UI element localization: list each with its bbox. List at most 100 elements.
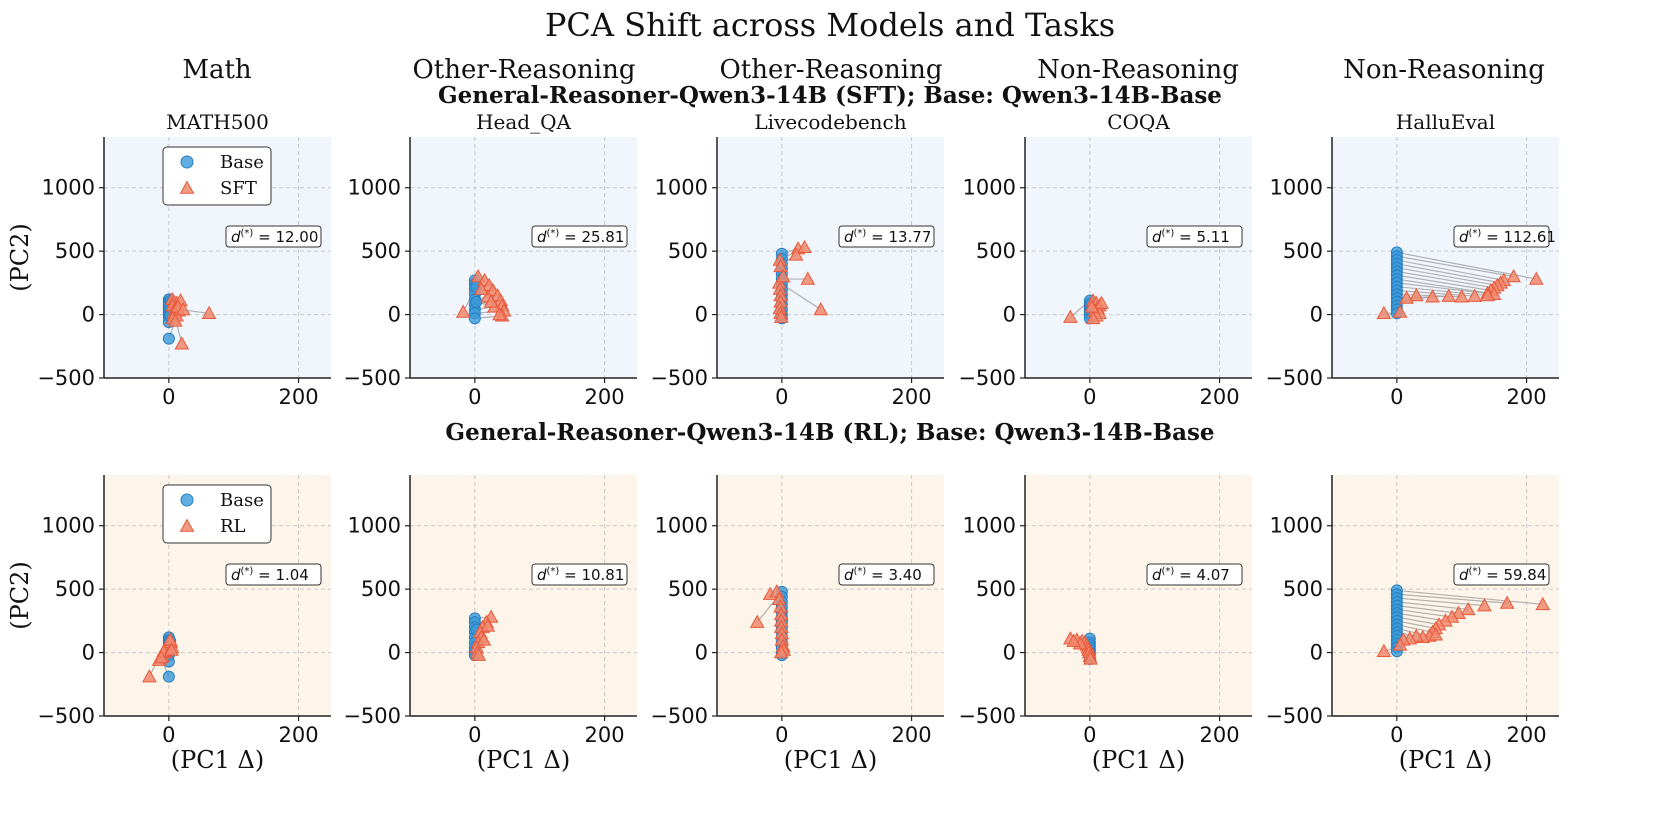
x-tick-label: 200 [892,385,932,409]
y-tick-label: 1000 [963,176,1016,200]
shift-line [1396,616,1440,626]
y-tick-label: 1000 [348,514,401,538]
y-tick-label: 500 [668,577,708,601]
panel-rl-1: −500 0 500 1000 0 200 d(*) = 1.04 Base RL (PC2) (P… [6,475,331,774]
d-annotation-box [531,225,628,248]
shifted-point [1085,310,1101,325]
panel-sft-5: HalluEval −500 0 500 1000 0 200 d(*) = 112.61 [1265,110,1559,409]
shifted-point [201,305,217,320]
shift-line [1396,282,1495,295]
y-tick-label: 500 [361,239,401,263]
y-tick-label: 1000 [655,176,708,200]
y-tick-label: 500 [668,239,708,263]
y-tick-label: 0 [1003,641,1016,665]
x-tick-label: 0 [775,385,788,409]
y-tick-label: 500 [1283,577,1323,601]
shift-line [1396,263,1501,284]
shift-line [1396,620,1436,630]
x-tick-label: 0 [1390,385,1403,409]
panel-background [410,475,637,716]
d-annotation-text: d(*) = 112.61 [1459,228,1556,246]
panel-task-title: COQA [1107,110,1170,134]
d-annotation-text: d(*) = 25.81 [537,228,624,246]
d-annotation-text: d(*) = 5.11 [1152,228,1230,246]
d-annotation-text: d(*) = 1.04 [231,566,309,584]
d-annotation-text: d(*) = 10.81 [537,566,624,584]
x-tick-label: 200 [892,723,932,747]
column-category-2: Other-Reasoning [412,55,635,85]
panel-sft-3: Livecodebench −500 0 500 1000 0 200 d(*) = 13.7… [650,110,944,409]
shifted-point [1477,598,1492,612]
shifted-point [1392,637,1408,651]
x-tick-label: 200 [585,385,625,409]
d-annotation-box [531,563,628,586]
panel-task-title: Livecodebench [754,110,906,134]
shift-line [1396,255,1514,278]
shifted-point [1467,288,1483,302]
shifted-point [797,239,812,254]
shifted-point [749,614,765,628]
shifted-point [175,301,191,316]
legend-shifted-label: RL [220,516,246,537]
shift-line [1396,593,1508,604]
legend-shifted-label: SFT [220,178,257,199]
base-point [162,332,175,345]
y-tick-label: 1000 [963,514,1016,538]
shift-line [1396,601,1469,611]
column-headers: Math Other-Reasoning Other-Reasoning Non-Re… [182,55,1545,85]
panel-sft-4: COQA −500 0 500 1000 0 200 d(*) = 5.11 [958,110,1252,409]
y-tick-label: −500 [1265,366,1323,390]
shifted-point [483,294,499,308]
x-tick-label: 200 [1200,723,1240,747]
x-tick-label: 0 [162,385,175,409]
shifted-point [1408,288,1424,302]
panel-background [1025,475,1252,716]
y-tick-label: 1000 [655,514,708,538]
panel-task-title: HalluEval [1396,110,1495,134]
y-tick-label: 1000 [1270,514,1323,538]
shift-line [1396,597,1485,607]
y-tick-label: −500 [343,366,401,390]
shifted-point [1454,289,1470,303]
y-tick-label: −500 [1265,704,1323,728]
shifted-point [788,247,804,261]
panel-background [1025,137,1252,378]
y-tick-label: 0 [1310,303,1323,327]
shifted-point [476,632,492,646]
shift-line [1396,624,1433,633]
panel-rl-2: −500 0 500 1000 0 200 d(*) = 10.81 (PC1 Δ) [343,475,637,774]
shifted-point [1535,596,1551,611]
y-tick-label: −500 [37,704,95,728]
x-axis-label: (PC1 Δ) [477,746,570,774]
shifted-point [1376,643,1392,658]
y-tick-label: 1000 [348,176,401,200]
shifted-point [773,309,789,323]
shifted-point [164,642,179,656]
shifted-point [1066,633,1081,647]
row-sft: General-Reasoner-Qwen3-14B (SFT); Base: … [6,82,1559,409]
y-tick-label: −500 [958,704,1016,728]
x-tick-label: 0 [1083,385,1096,409]
shift-line [1396,270,1495,289]
d-annotation-text: d(*) = 12.00 [231,228,318,246]
x-tick-label: 200 [1507,723,1547,747]
shift-line [1396,259,1504,281]
panel-rl-3: −500 0 500 1000 0 200 d(*) = 3.40 (PC1 Δ) [650,475,944,774]
shifted-point [153,650,169,664]
legend-base-marker [180,493,194,507]
y-tick-label: 0 [388,303,401,327]
y-tick-label: 1000 [42,514,95,538]
shifted-point [1528,271,1544,285]
y-tick-label: 0 [82,303,95,327]
y-tick-label: 500 [361,577,401,601]
panel-sft-1: MATH500 −500 0 500 1000 0 200 d(*) = 12.00 Base S… [6,110,331,409]
base-point [162,670,175,683]
y-tick-label: 0 [695,303,708,327]
shifted-point [480,618,496,632]
shifted-point [473,281,489,295]
column-category-5: Non-Reasoning [1343,55,1545,85]
shifted-point [1399,290,1414,304]
d-annotation-text: d(*) = 59.84 [1459,566,1546,584]
x-tick-label: 200 [585,723,625,747]
